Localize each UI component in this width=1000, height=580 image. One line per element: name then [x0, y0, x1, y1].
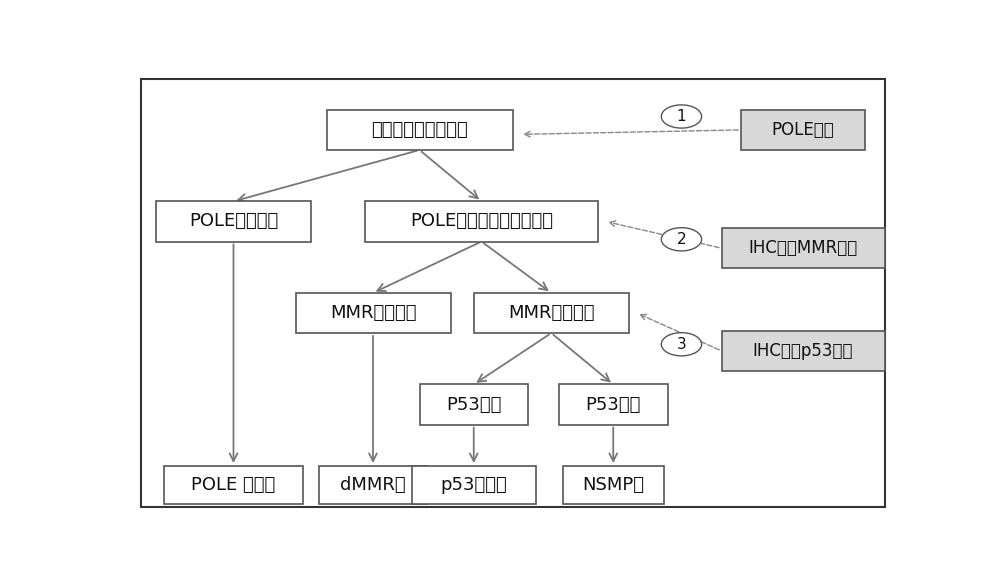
Text: P53野生: P53野生 [586, 396, 641, 414]
Text: 子宫内膜癌组织标本: 子宫内膜癌组织标本 [371, 121, 468, 139]
FancyBboxPatch shape [156, 201, 311, 241]
Circle shape [661, 333, 702, 356]
Text: IHC检测p53蛋白: IHC检测p53蛋白 [753, 342, 853, 360]
Text: MMR表达完整: MMR表达完整 [508, 304, 594, 322]
FancyBboxPatch shape [326, 110, 512, 150]
Circle shape [661, 228, 702, 251]
FancyBboxPatch shape [319, 466, 427, 504]
Text: POLE无突变或非致病突变: POLE无突变或非致病突变 [410, 212, 553, 230]
Text: POLE致病突变: POLE致病突变 [189, 212, 278, 230]
Text: P53突变: P53突变 [446, 396, 501, 414]
Circle shape [661, 105, 702, 128]
FancyBboxPatch shape [474, 293, 629, 333]
Text: 2: 2 [677, 232, 686, 247]
Text: p53突变型: p53突变型 [440, 476, 507, 494]
Text: 1: 1 [677, 109, 686, 124]
FancyBboxPatch shape [164, 466, 303, 504]
FancyBboxPatch shape [420, 385, 528, 425]
FancyBboxPatch shape [296, 293, 451, 333]
Text: POLE 突变型: POLE 突变型 [191, 476, 276, 494]
Text: 3: 3 [677, 337, 686, 351]
Text: dMMR型: dMMR型 [340, 476, 406, 494]
Text: MMR表达缺失: MMR表达缺失 [330, 304, 416, 322]
FancyBboxPatch shape [412, 466, 536, 504]
FancyBboxPatch shape [563, 466, 664, 504]
Text: POLE测序: POLE测序 [772, 121, 834, 139]
Text: IHC检测MMR蛋白: IHC检测MMR蛋白 [748, 239, 858, 258]
FancyBboxPatch shape [722, 331, 885, 371]
FancyBboxPatch shape [365, 201, 598, 241]
FancyBboxPatch shape [722, 228, 885, 269]
FancyBboxPatch shape [741, 110, 865, 150]
FancyBboxPatch shape [559, 385, 668, 425]
Text: NSMP型: NSMP型 [582, 476, 644, 494]
